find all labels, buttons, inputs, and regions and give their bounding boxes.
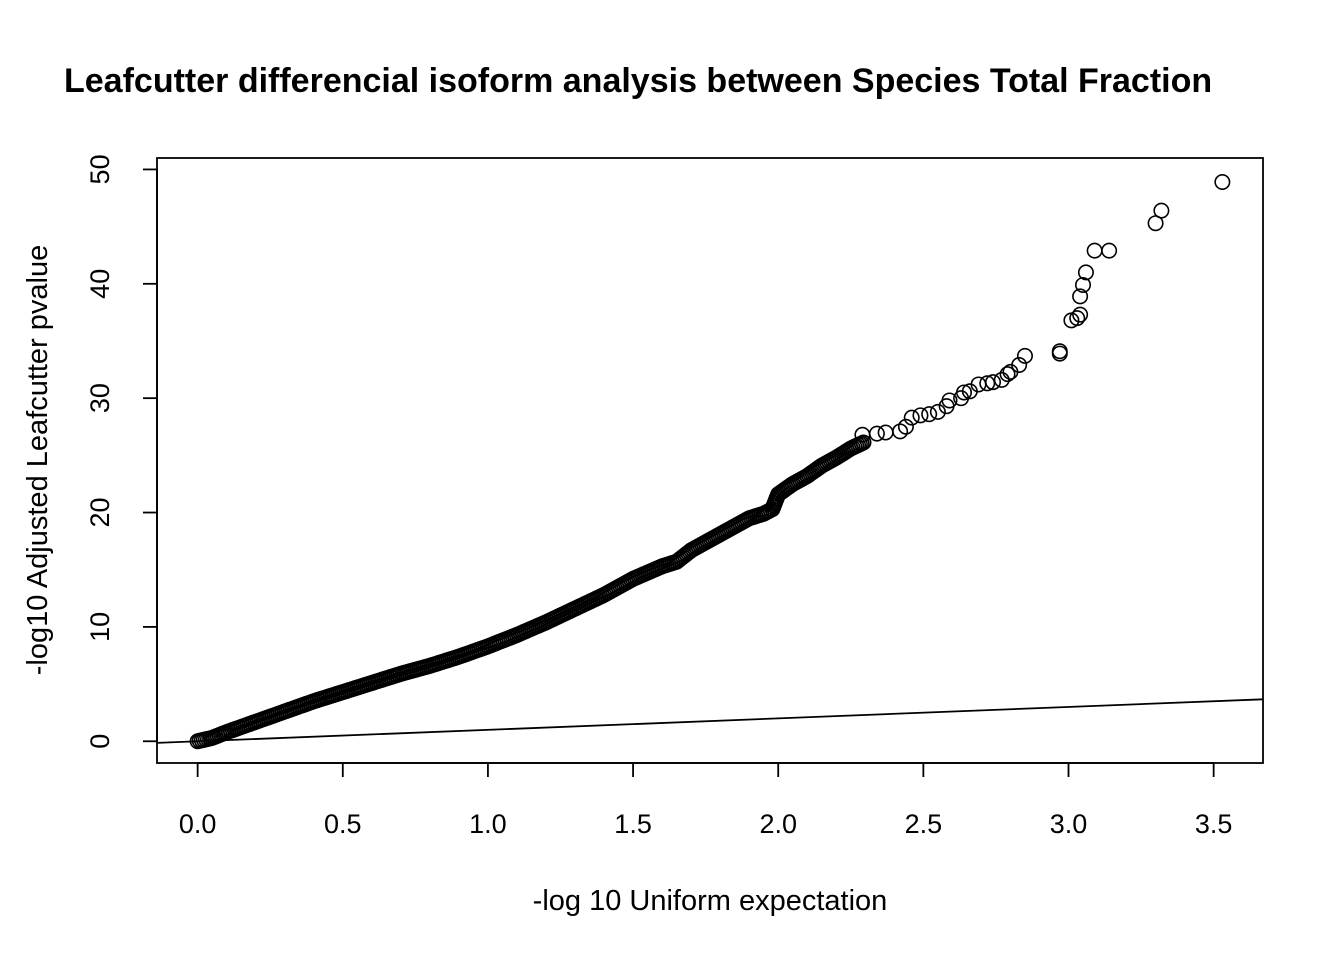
y-tick-label: 50 <box>85 154 115 184</box>
y-tick-label: 10 <box>85 612 115 642</box>
x-axis: 0.0 0.5 1.0 1.5 2.0 2.5 3.0 3.5 <box>179 762 1233 839</box>
data-point <box>1077 264 1094 281</box>
data-point <box>892 423 909 440</box>
data-point <box>1075 276 1092 293</box>
data-point <box>993 371 1010 388</box>
x-tick-label: 1.0 <box>469 809 507 839</box>
plot-area <box>156 157 1264 764</box>
data-point <box>941 392 958 409</box>
data-point <box>903 409 920 426</box>
data-point <box>912 407 929 424</box>
data-point <box>999 366 1016 383</box>
y-axis: 0 10 20 30 40 50 <box>85 154 158 749</box>
y-axis-label: -log10 Adjusted Leafcutter pvalue <box>22 245 54 675</box>
data-point <box>1086 242 1103 259</box>
x-tick-label: 0.5 <box>324 809 362 839</box>
chart-title: Leafcutter differencial isoform analysis… <box>64 62 1212 100</box>
data-point <box>985 374 1002 391</box>
plot-frame <box>156 157 1264 764</box>
data-point <box>979 375 996 392</box>
x-axis-label: -log 10 Uniform expectation <box>533 885 888 917</box>
data-point <box>955 384 972 401</box>
data-point <box>897 418 914 435</box>
data-point <box>868 425 885 442</box>
data-point <box>855 434 872 451</box>
y-tick-label: 0 <box>85 734 115 749</box>
data-point <box>929 403 946 420</box>
data-point <box>1016 347 1033 364</box>
y-tick-label: 20 <box>85 498 115 528</box>
data-point <box>877 424 894 441</box>
x-tick-label: 2.0 <box>759 809 797 839</box>
data-point <box>1101 242 1118 259</box>
data-point <box>1153 202 1170 219</box>
x-tick-label: 1.5 <box>614 809 652 839</box>
data-point <box>1069 310 1086 327</box>
data-point <box>1011 356 1028 373</box>
y-tick-label: 40 <box>85 269 115 299</box>
data-point <box>1214 174 1231 191</box>
data-point <box>1072 306 1089 323</box>
x-tick-label: 0.0 <box>179 809 217 839</box>
reference-line <box>156 698 1264 744</box>
data-point <box>921 406 938 423</box>
y-tick-label: 30 <box>85 383 115 413</box>
data-points <box>189 174 1231 750</box>
x-tick-label: 2.5 <box>905 809 943 839</box>
data-point <box>1051 343 1068 360</box>
x-tick-label: 3.5 <box>1195 809 1233 839</box>
data-point <box>1072 288 1089 305</box>
x-tick-label: 3.0 <box>1050 809 1088 839</box>
